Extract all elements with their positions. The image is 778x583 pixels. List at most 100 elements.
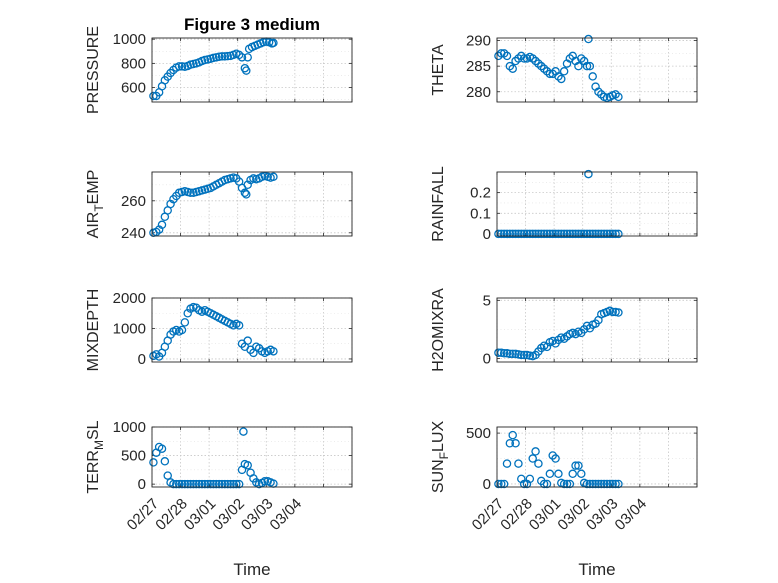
data-point bbox=[608, 229, 617, 239]
data-point bbox=[551, 454, 560, 463]
data-point bbox=[511, 439, 520, 448]
y-tick-label: 1000 bbox=[113, 31, 146, 48]
data-point bbox=[608, 307, 617, 317]
data-point bbox=[508, 229, 517, 239]
data-point bbox=[591, 229, 600, 239]
data-point bbox=[517, 350, 526, 360]
data-point bbox=[242, 66, 251, 75]
data-point bbox=[597, 479, 606, 489]
data-point bbox=[554, 229, 563, 239]
data-point bbox=[212, 479, 221, 489]
axes-box bbox=[151, 171, 353, 237]
y-tick-label: 0 bbox=[138, 351, 146, 368]
data-point bbox=[605, 229, 615, 239]
y-axis-label: H2OMIXRA bbox=[430, 288, 447, 372]
axes-box bbox=[496, 297, 698, 363]
data-point bbox=[172, 479, 181, 489]
data-point bbox=[517, 229, 526, 239]
data-point bbox=[519, 229, 529, 239]
y-tick-label: 1000 bbox=[113, 419, 146, 436]
data-point bbox=[614, 229, 623, 239]
data-point bbox=[528, 229, 537, 239]
data-point bbox=[497, 479, 506, 489]
data-point bbox=[240, 188, 250, 198]
data-point bbox=[269, 38, 278, 48]
data-point bbox=[591, 479, 600, 489]
y-tick-label: 0 bbox=[483, 351, 491, 368]
data-point bbox=[599, 479, 609, 489]
y-tick-label: 285 bbox=[466, 58, 491, 75]
data-point bbox=[229, 479, 238, 489]
subplot-5: 0 1000 2000 MIXDEPTH bbox=[85, 289, 353, 372]
data-point bbox=[605, 479, 615, 489]
data-point bbox=[197, 479, 207, 489]
data-point bbox=[223, 51, 232, 61]
subplot-1: 600 800 1000 PRESSURE bbox=[85, 26, 353, 114]
data-point bbox=[203, 479, 212, 489]
data-point bbox=[588, 229, 597, 239]
data-point bbox=[537, 229, 546, 239]
y-tick-label: 600 bbox=[121, 80, 146, 97]
data-point bbox=[565, 479, 575, 489]
data-point bbox=[499, 229, 509, 239]
data-point bbox=[163, 471, 172, 480]
data-point bbox=[562, 229, 572, 239]
data-point bbox=[519, 479, 529, 489]
data-point bbox=[149, 458, 158, 467]
data-point bbox=[223, 479, 232, 489]
data-point bbox=[514, 229, 523, 239]
data-point bbox=[243, 53, 252, 62]
data-point bbox=[531, 447, 540, 456]
data-point bbox=[585, 61, 595, 71]
data-point bbox=[260, 477, 270, 486]
data-point bbox=[226, 479, 235, 489]
axes-box bbox=[496, 426, 698, 488]
data-point bbox=[582, 61, 592, 71]
data-point bbox=[542, 229, 552, 239]
data-point bbox=[177, 325, 187, 335]
data-point bbox=[594, 229, 603, 239]
data-point bbox=[519, 350, 529, 360]
data-point bbox=[568, 229, 577, 239]
data-point bbox=[557, 229, 566, 239]
data-point bbox=[206, 479, 215, 489]
data-point bbox=[542, 479, 552, 489]
data-point bbox=[186, 479, 195, 489]
y-axis-label: AIRTEMP bbox=[85, 170, 106, 239]
data-point bbox=[174, 62, 184, 71]
data-point bbox=[522, 229, 532, 239]
y-axis-label: MIXDEPTH bbox=[85, 289, 102, 372]
y-tick-label: 800 bbox=[121, 55, 146, 72]
y-axis-label: SUNFLUX bbox=[430, 421, 451, 494]
data-point bbox=[180, 479, 190, 489]
y-axis-label: THETA bbox=[430, 44, 447, 96]
data-point bbox=[585, 479, 595, 489]
axes-background bbox=[497, 298, 697, 362]
data-point bbox=[545, 469, 555, 479]
data-point bbox=[597, 229, 606, 239]
data-point bbox=[525, 229, 535, 239]
data-point bbox=[177, 62, 187, 71]
y-tick-label: 0 bbox=[138, 476, 146, 493]
data-point bbox=[554, 469, 563, 479]
data-point bbox=[214, 479, 224, 489]
axes-box bbox=[151, 37, 353, 103]
data-point bbox=[497, 229, 506, 239]
data-point bbox=[217, 479, 227, 489]
data-point bbox=[502, 459, 512, 468]
axes-box bbox=[151, 426, 353, 488]
y-tick-label: 0.1 bbox=[470, 205, 491, 222]
data-point bbox=[237, 53, 247, 62]
data-point bbox=[577, 229, 586, 239]
data-point bbox=[511, 229, 520, 239]
data-point bbox=[602, 229, 612, 239]
data-point bbox=[545, 229, 555, 239]
data-point bbox=[559, 229, 569, 239]
data-point bbox=[565, 229, 575, 239]
data-point bbox=[508, 349, 517, 359]
data-point bbox=[614, 308, 623, 317]
axes-box bbox=[496, 37, 698, 103]
subplot-3: 240 260 AIRTEMP bbox=[85, 170, 353, 242]
data-point bbox=[514, 459, 523, 468]
data-point bbox=[582, 479, 592, 489]
